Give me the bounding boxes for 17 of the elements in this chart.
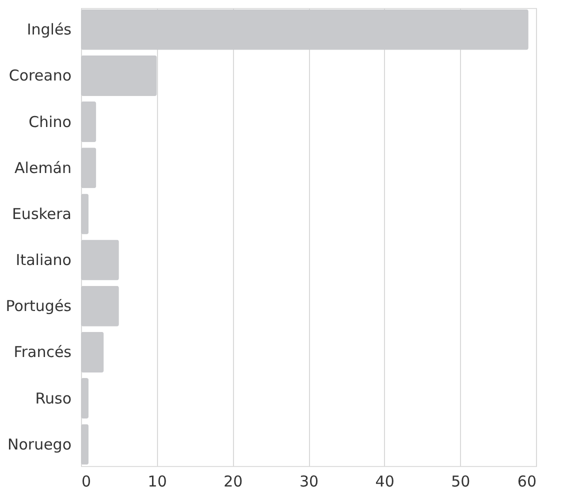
- y-tick-label: Ruso: [35, 389, 72, 408]
- y-tick-label: Coreano: [8, 66, 72, 85]
- y-tick-label: Chino: [28, 112, 72, 131]
- y-tick-label: Francés: [14, 343, 72, 362]
- y-tick-label: Alemán: [14, 158, 72, 177]
- x-tick-label: 30: [299, 472, 319, 490]
- y-tick-label: Italiano: [16, 251, 72, 270]
- y-tick-label: Euskera: [12, 204, 72, 223]
- x-tick-label: 0: [82, 472, 92, 490]
- y-tick-label: Noruego: [8, 435, 72, 454]
- y-tick-label: Inglés: [26, 20, 72, 39]
- x-tick-label: 20: [224, 472, 243, 490]
- x-tick-label: 10: [148, 472, 167, 490]
- y-tick-label: Portugés: [6, 297, 72, 316]
- x-tick-label: 40: [375, 472, 394, 490]
- x-tick-label: 60: [517, 472, 536, 490]
- x-tick-label: 50: [451, 472, 470, 490]
